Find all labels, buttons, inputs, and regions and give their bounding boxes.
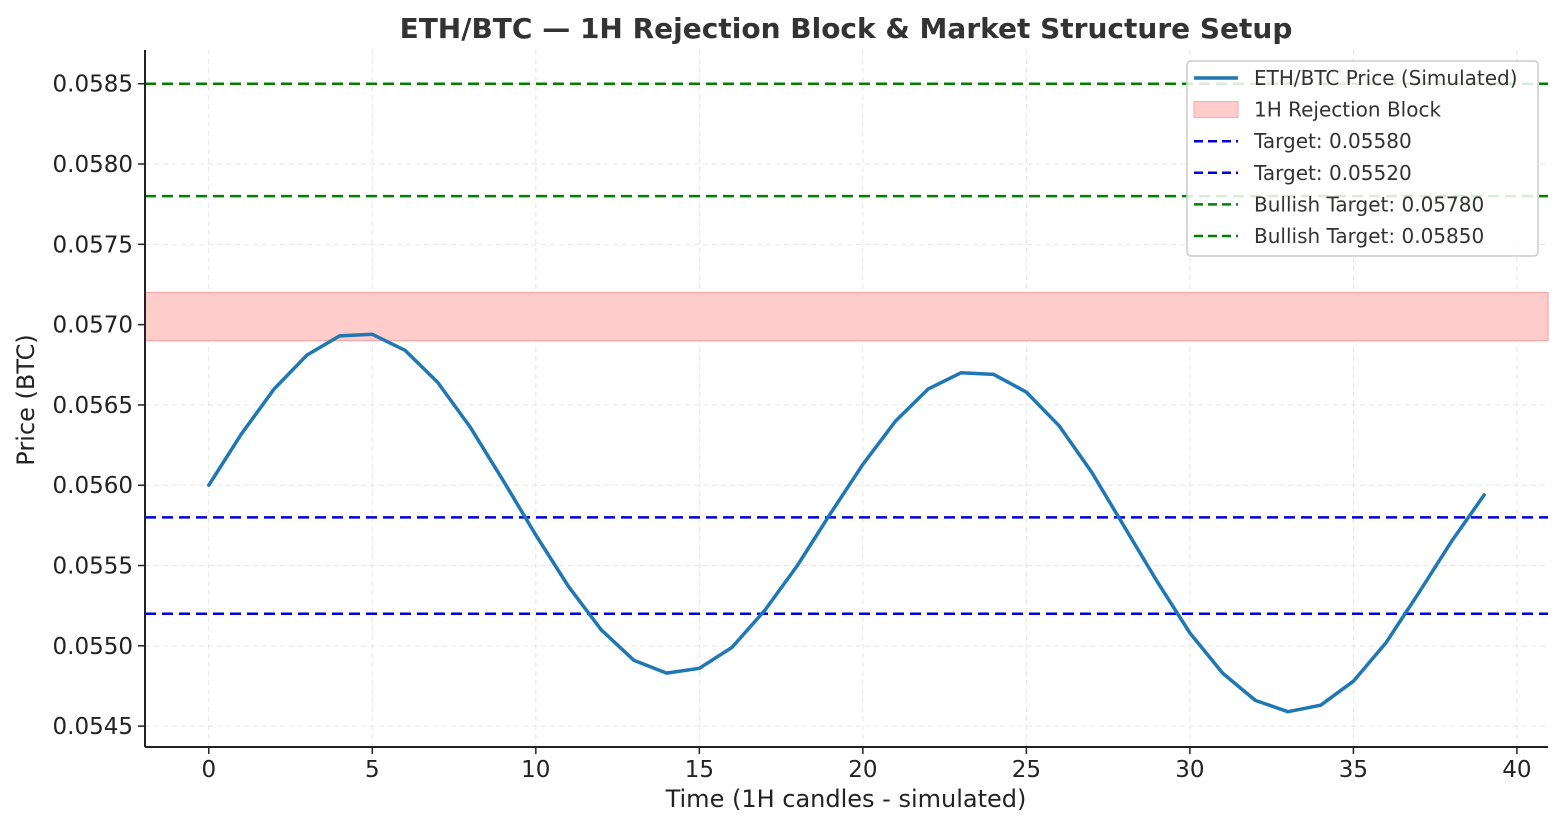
x-tick-label: 40 xyxy=(1502,757,1531,783)
y-tick-label: 0.0560 xyxy=(53,473,133,499)
legend-swatch-patch xyxy=(1193,101,1239,119)
target-lines xyxy=(145,82,1548,615)
y-axis-label: Price (BTC) xyxy=(12,334,40,465)
legend-label: Target: 0.05580 xyxy=(1253,129,1412,153)
price-series xyxy=(207,332,1486,714)
y-tick-label: 0.0545 xyxy=(53,714,133,740)
y-tick-label: 0.0580 xyxy=(53,152,133,178)
x-ticks: 0 5 10 15 20 25 30 35 40 xyxy=(201,747,1532,783)
legend-label: 1H Rejection Block xyxy=(1254,98,1441,122)
legend-label: Bullish Target: 0.05850 xyxy=(1254,224,1484,248)
y-tick-label: 0.0555 xyxy=(53,554,133,580)
x-tick-label: 15 xyxy=(685,757,714,783)
y-tick-label: 0.0550 xyxy=(53,634,133,660)
y-tick-label: 0.0570 xyxy=(53,313,133,339)
chart-title: ETH/BTC — 1H Rejection Block & Market St… xyxy=(400,12,1293,45)
legend-label: ETH/BTC Price (Simulated) xyxy=(1254,66,1518,90)
y-tick-label: 0.0585 xyxy=(53,72,133,98)
legend-label: Bullish Target: 0.05780 xyxy=(1254,192,1484,216)
legend-label: Target: 0.05520 xyxy=(1253,161,1412,185)
price-line xyxy=(207,332,1486,714)
y-tick-label: 0.0565 xyxy=(53,393,133,419)
x-tick-label: 5 xyxy=(365,757,380,783)
rejection-block xyxy=(144,291,1549,342)
x-tick-label: 20 xyxy=(848,757,877,783)
rejection-block-band xyxy=(144,291,1549,342)
x-tick-label: 30 xyxy=(1175,757,1204,783)
x-tick-label: 0 xyxy=(201,757,216,783)
legend-frame xyxy=(1186,60,1539,257)
y-ticks: 0.0545 0.0550 0.0555 0.0560 0.0565 0.0570 0.05… xyxy=(53,72,145,740)
x-tick-label: 10 xyxy=(521,757,550,783)
legend: ETH/BTC Price (Simulated) 1H Rejection Bl… xyxy=(1186,60,1539,257)
x-tick-label: 25 xyxy=(1012,757,1041,783)
x-axis-label: Time (1H candles - simulated) xyxy=(665,785,1027,813)
y-tick-label: 0.0575 xyxy=(53,232,133,258)
x-tick-label: 35 xyxy=(1339,757,1368,783)
